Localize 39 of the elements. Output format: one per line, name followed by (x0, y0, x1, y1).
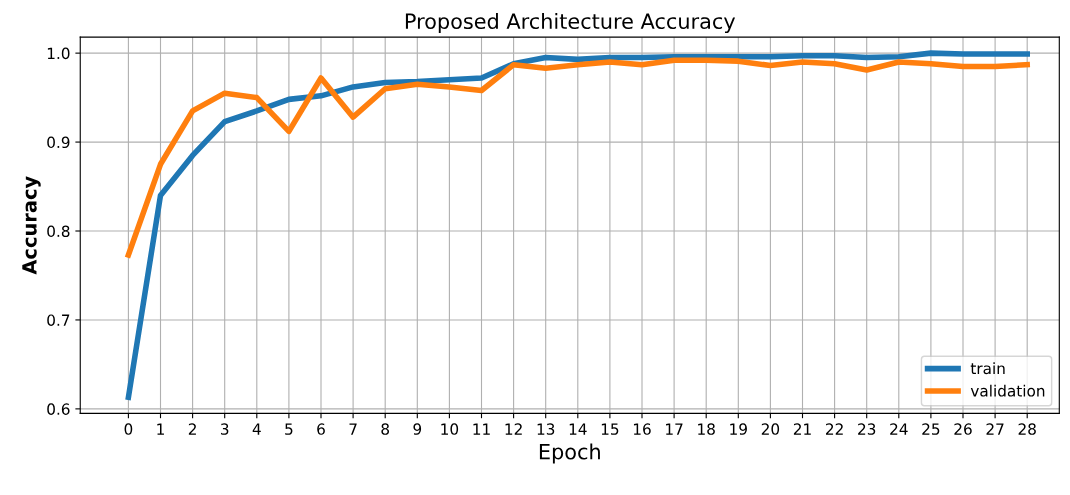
x-tick-label: 2 (188, 423, 196, 435)
x-tick-label: 8 (381, 423, 390, 435)
y-tick-label: 1.0 (47, 47, 70, 60)
x-tick-label: 16 (633, 423, 651, 435)
x-tick-label: 27 (986, 423, 1004, 435)
y-axis-title: Accuracy (22, 176, 41, 275)
x-tick-label: 12 (505, 423, 522, 435)
x-tick-label: 20 (761, 423, 780, 435)
x-axis-title: Epoch (539, 443, 600, 464)
x-tick-label: 14 (569, 423, 587, 435)
x-tick-label: 18 (698, 423, 715, 435)
x-tick-label: 4 (252, 423, 261, 435)
x-tick-label: 1 (157, 423, 164, 435)
x-tick-label: 21 (793, 423, 811, 435)
x-tick-label: 9 (413, 423, 422, 435)
y-tick-label: 0.6 (47, 403, 70, 415)
legend-label: train (970, 362, 1005, 375)
y-tick-label: 0.9 (47, 136, 70, 149)
x-tick-label: 26 (954, 423, 972, 435)
x-tick-label: 11 (473, 423, 490, 435)
x-tick-label: 0 (124, 423, 133, 435)
x-tick-label: 23 (858, 423, 876, 435)
y-tick-label: 0.8 (47, 225, 70, 238)
chart-title: Proposed Architecture Accuracy (405, 12, 736, 34)
x-tick-label: 10 (441, 423, 459, 435)
x-tick-label: 25 (922, 423, 940, 435)
x-tick-label: 19 (730, 423, 747, 435)
x-tick-label: 28 (1018, 423, 1036, 435)
y-tick-label: 0.7 (47, 314, 70, 326)
x-tick-label: 17 (666, 423, 683, 435)
x-tick-label: 7 (349, 423, 357, 435)
x-tick-label: 15 (601, 423, 619, 435)
x-tick-label: 5 (285, 423, 293, 435)
x-tick-label: 13 (537, 423, 555, 435)
x-tick-label: 24 (890, 423, 908, 435)
legend-label: validation (970, 384, 1045, 397)
x-tick-label: 22 (826, 423, 843, 435)
x-tick-label: 6 (317, 423, 325, 435)
x-tick-label: 3 (221, 423, 229, 435)
